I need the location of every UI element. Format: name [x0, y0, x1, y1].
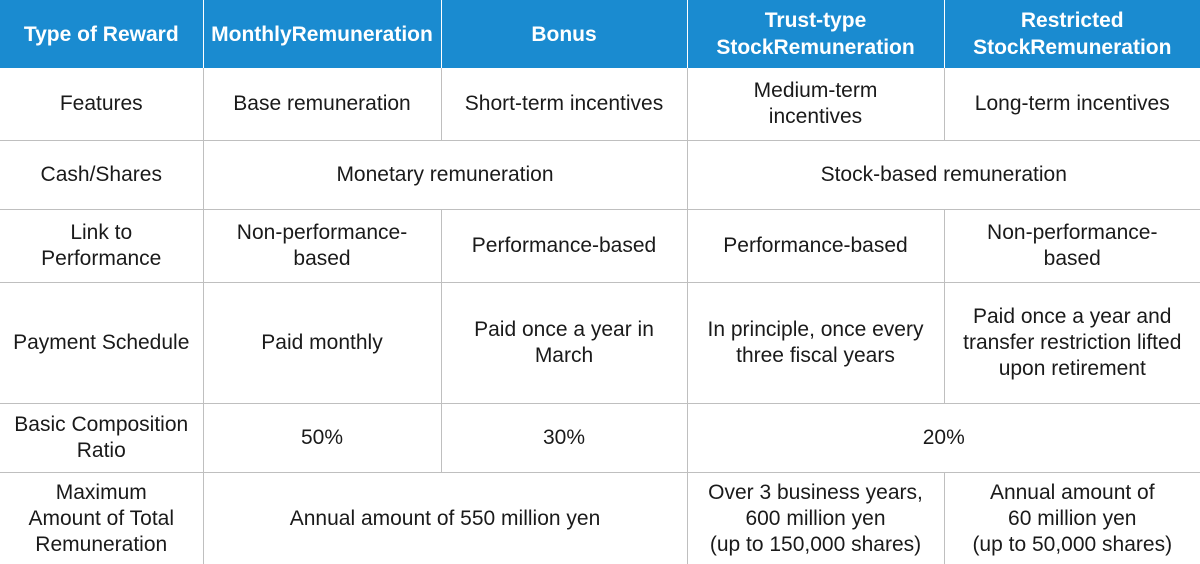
table-header-row: Type of Reward MonthlyRemuneration Bonus…	[0, 0, 1200, 68]
row-label-payment-schedule: Payment Schedule	[0, 283, 203, 404]
cell-max-trust: Over 3 business years,600 million yen(up…	[687, 473, 944, 564]
header-type-of-reward: Type of Reward	[0, 0, 203, 68]
cell-link-trust: Performance-based	[687, 210, 944, 283]
header-bonus: Bonus	[441, 0, 687, 68]
table-row-payment-schedule: Payment Schedule Paid monthly Paid once …	[0, 283, 1200, 404]
table-row-cash-shares: Cash/Shares Monetary remuneration Stock-…	[0, 141, 1200, 210]
cell-link-bonus: Performance-based	[441, 210, 687, 283]
cell-ratio-monthly: 50%	[203, 404, 441, 473]
cell-payment-monthly: Paid monthly	[203, 283, 441, 404]
cell-features-bonus: Short-term incentives	[441, 68, 687, 141]
cell-features-restricted: Long-term incentives	[944, 68, 1200, 141]
cell-max-monetary: Annual amount of 550 million yen	[203, 473, 687, 564]
cell-ratio-bonus: 30%	[441, 404, 687, 473]
header-trust-type-stock-remuneration: Trust-type StockRemuneration	[687, 0, 944, 68]
header-restricted-stock-remuneration: Restricted StockRemuneration	[944, 0, 1200, 68]
cell-cash-stock: Stock-based remuneration	[687, 141, 1200, 210]
table-row-features: Features Base remuneration Short-term in…	[0, 68, 1200, 141]
cell-ratio-stock: 20%	[687, 404, 1200, 473]
cell-link-monthly: Non-performance-based	[203, 210, 441, 283]
cell-cash-monetary: Monetary remuneration	[203, 141, 687, 210]
header-monthly-remuneration: MonthlyRemuneration	[203, 0, 441, 68]
cell-link-restricted: Non-performance-based	[944, 210, 1200, 283]
row-label-cash-shares: Cash/Shares	[0, 141, 203, 210]
cell-features-monthly: Base remuneration	[203, 68, 441, 141]
row-label-features: Features	[0, 68, 203, 141]
